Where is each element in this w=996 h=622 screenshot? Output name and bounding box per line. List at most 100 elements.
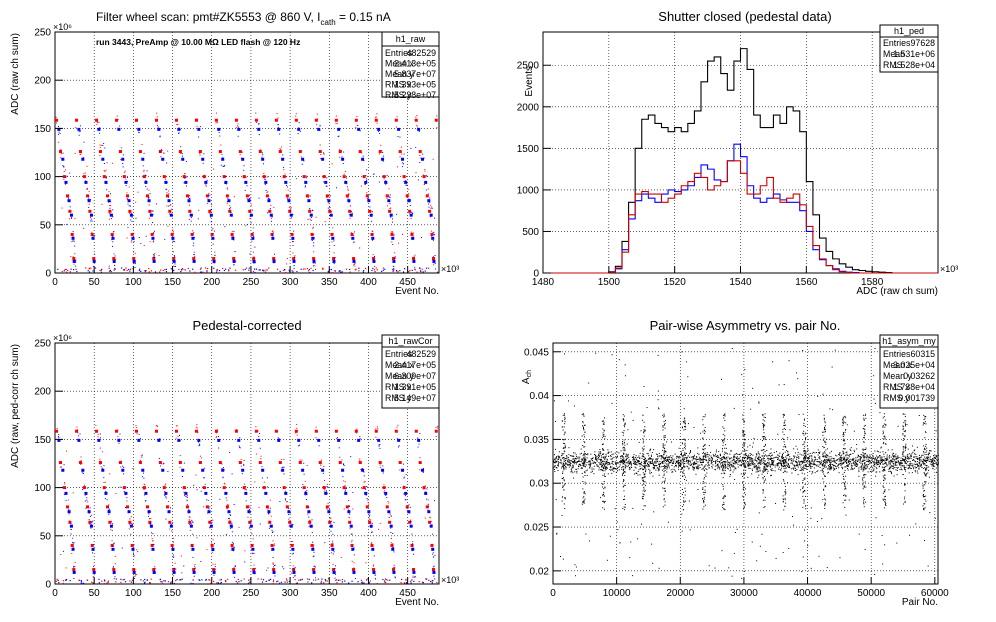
- data-point: [307, 506, 309, 508]
- data-point: [231, 546, 233, 548]
- data-point: [306, 464, 308, 466]
- data-point: [308, 516, 310, 518]
- data-point: [733, 469, 735, 471]
- x-axis-ticks: 1480 1500 1520 1540 1560 1580: [532, 266, 884, 288]
- data-point: [343, 151, 345, 153]
- data-point: [732, 466, 734, 468]
- data-point: [818, 451, 820, 453]
- data-point: [80, 582, 82, 584]
- data-point: [907, 448, 909, 450]
- data-point: [126, 497, 128, 499]
- data-point: [133, 251, 135, 253]
- data-point: [605, 463, 607, 465]
- data-point: [389, 203, 391, 205]
- data-point: [903, 465, 905, 467]
- data-point: [242, 269, 244, 271]
- data-point: [872, 457, 874, 459]
- data-point: [900, 457, 902, 459]
- data-point: [600, 469, 602, 471]
- data-point: [134, 260, 136, 262]
- data-point: [419, 469, 421, 471]
- data-point: [919, 462, 921, 464]
- data-point: [265, 189, 267, 191]
- data-point: [228, 518, 230, 520]
- data-point: [644, 462, 646, 464]
- data-point: [740, 464, 742, 466]
- data-point: [291, 572, 293, 574]
- data-point: [611, 468, 613, 470]
- data-point: [90, 523, 92, 525]
- data-point: [233, 264, 235, 266]
- data-point: [685, 452, 687, 454]
- data-point: [164, 238, 166, 240]
- data-point: [55, 116, 57, 118]
- data-point: [749, 452, 751, 454]
- data-point: [268, 520, 272, 524]
- data-point: [859, 458, 861, 460]
- data-point: [231, 531, 233, 533]
- data-point: [568, 447, 570, 449]
- data-point: [121, 147, 123, 149]
- data-point: [755, 471, 757, 473]
- data-point: [909, 461, 911, 463]
- data-point: [395, 126, 397, 128]
- data-point: [836, 455, 838, 457]
- data-point: [610, 469, 612, 471]
- data-point: [208, 508, 210, 510]
- data-point: [171, 208, 173, 210]
- data-point: [134, 263, 136, 265]
- data-point: [572, 461, 574, 463]
- data-point: [248, 520, 252, 524]
- data-point: [609, 465, 611, 467]
- histogram-lines: [543, 48, 938, 274]
- data-point: [188, 523, 190, 525]
- data-point: [230, 543, 234, 547]
- data-point: [70, 268, 72, 270]
- data-point: [331, 241, 333, 243]
- data-point: [656, 467, 658, 469]
- data-point: [765, 463, 767, 465]
- data-point: [260, 458, 262, 460]
- data-point: [577, 457, 579, 459]
- data-point: [632, 459, 634, 461]
- data-point: [756, 458, 758, 460]
- data-point: [212, 539, 214, 541]
- data-point: [390, 543, 394, 547]
- data-point: [258, 150, 262, 154]
- data-point: [659, 460, 661, 462]
- data-point: [759, 467, 761, 469]
- data-point: [319, 130, 321, 132]
- data-point: [925, 460, 927, 462]
- data-point: [561, 454, 563, 456]
- data-point: [208, 579, 210, 581]
- data-point: [340, 556, 342, 558]
- panel-corrected-title: Pedestal-corrected: [192, 318, 301, 333]
- data-point: [188, 509, 190, 511]
- data-point: [154, 252, 156, 254]
- data-point: [668, 465, 670, 467]
- data-point: [796, 462, 798, 464]
- data-point: [125, 194, 129, 198]
- data-point: [212, 568, 216, 572]
- data-point: [387, 194, 389, 196]
- data-point: [193, 237, 195, 239]
- data-point: [812, 451, 814, 453]
- data-point: [345, 182, 347, 184]
- data-point: [557, 470, 559, 472]
- data-point: [375, 116, 377, 118]
- data-point: [594, 456, 596, 458]
- data-point: [412, 575, 414, 577]
- data-point: [810, 467, 812, 469]
- data-point: [310, 217, 312, 219]
- data-point: [239, 154, 241, 156]
- data-point: [319, 144, 321, 146]
- data-point: [678, 447, 680, 449]
- data-point: [910, 456, 912, 458]
- stats-label: RMS y: [385, 90, 412, 100]
- data-point: [161, 581, 163, 583]
- data-point: [366, 485, 368, 487]
- data-point: [392, 543, 394, 545]
- data-point: [847, 457, 849, 459]
- data-point: [713, 454, 715, 456]
- data-point: [911, 453, 913, 455]
